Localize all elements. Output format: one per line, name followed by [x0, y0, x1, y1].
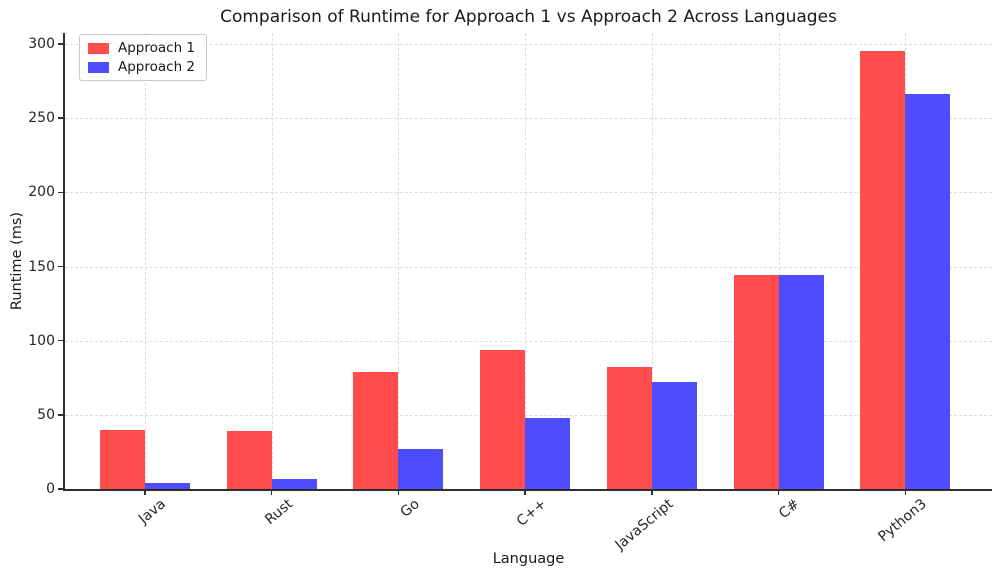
bar-c-series-1: [480, 349, 526, 489]
x-axis-spine: [63, 489, 992, 491]
y-tick-mark: [58, 488, 63, 490]
plot-area: Approach 1 Approach 2 0 50 100 150 200 250 300…: [28, 33, 992, 553]
chart-title: Comparison of Runtime for Approach 1 vs …: [220, 7, 837, 27]
y-tick-mark: [58, 43, 63, 45]
x-tick-mark: [777, 490, 780, 495]
bar-rust-series-2: [271, 478, 317, 489]
y-tick-label: 150: [28, 258, 55, 275]
x-tick-mark: [904, 490, 907, 495]
bar-python3-series-2: [905, 94, 951, 489]
legend-item-approach-1: Approach 1: [88, 41, 195, 55]
legend-item-approach-2: Approach 2: [88, 60, 195, 74]
x-tick-label: Python3: [875, 496, 930, 546]
x-tick-label: C++: [513, 496, 550, 530]
y-tick-label: 0: [46, 481, 55, 497]
bar-go-series-1: [353, 371, 399, 489]
horizontal-gridline: [65, 340, 992, 342]
x-tick-label: Java: [136, 496, 170, 528]
bar-go-series-2: [398, 448, 444, 489]
y-tick-mark: [58, 339, 63, 342]
y-axis-spine: [63, 33, 65, 491]
x-tick-label: JavaScript: [612, 496, 677, 554]
vertical-gridline: [778, 33, 780, 489]
horizontal-gridline: [65, 192, 992, 194]
bar-c-series-2: [525, 417, 571, 489]
horizontal-gridline: [65, 118, 992, 120]
x-axis-label: Language: [492, 551, 565, 567]
bar-java-series-1: [100, 429, 145, 489]
x-tick-mark: [270, 490, 273, 495]
horizontal-gridline: [65, 44, 992, 45]
horizontal-gridline: [65, 414, 992, 416]
legend-label-approach-2: Approach 2: [118, 59, 196, 75]
bar-c-series-2: [778, 275, 824, 489]
vertical-gridline: [525, 33, 527, 489]
y-tick-mark: [58, 265, 63, 268]
x-tick-mark: [651, 490, 653, 495]
y-tick-mark: [58, 414, 63, 416]
vertical-gridline: [398, 33, 400, 489]
vertical-gridline: [651, 33, 653, 489]
bar-rust-series-1: [226, 431, 272, 489]
vertical-gridline: [271, 33, 273, 489]
x-tick-mark: [397, 490, 400, 495]
y-tick-label: 200: [28, 184, 55, 201]
bar-javascript-series-2: [651, 382, 697, 489]
y-tick-label: 300: [28, 36, 55, 52]
x-tick-label: Rust: [262, 496, 297, 529]
x-tick-label: C#: [776, 496, 803, 523]
x-tick-mark: [524, 490, 526, 495]
y-tick-label: 50: [37, 406, 55, 423]
bar-java-series-2: [145, 483, 190, 489]
y-tick-label: 100: [28, 332, 55, 349]
y-tick-mark: [58, 191, 63, 194]
y-tick-mark: [58, 117, 63, 119]
legend-swatch-approach-2: [88, 61, 109, 73]
vertical-gridline: [145, 33, 146, 489]
legend: Approach 1 Approach 2: [79, 34, 208, 81]
bar-python3-series-1: [860, 51, 906, 489]
y-tick-label: 250: [28, 110, 55, 127]
x-tick-label: Go: [397, 496, 423, 521]
bar-javascript-series-1: [606, 367, 652, 489]
legend-swatch-approach-1: [88, 42, 109, 54]
bar-c-series-1: [733, 275, 779, 489]
legend-label-approach-1: Approach 1: [118, 40, 196, 56]
x-tick-mark: [144, 490, 146, 495]
horizontal-gridline: [65, 266, 992, 268]
